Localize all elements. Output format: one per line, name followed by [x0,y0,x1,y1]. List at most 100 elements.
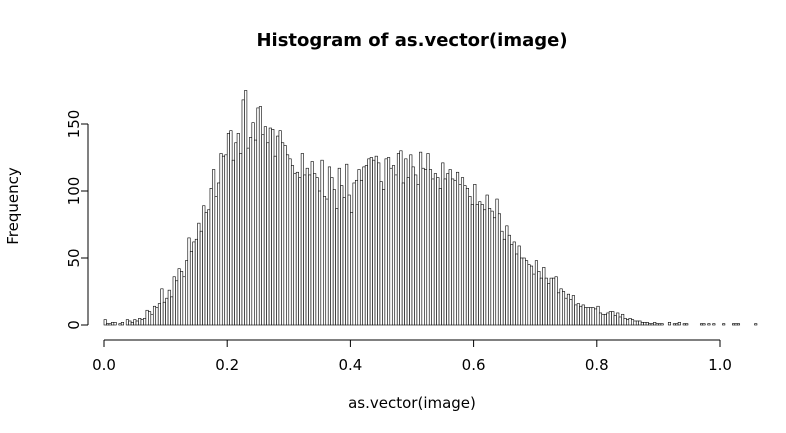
histogram-bar [618,316,622,326]
histogram-bar [209,188,213,326]
histogram-bar [155,307,159,326]
histogram-bar [431,178,435,326]
histogram-bar [152,305,157,326]
histogram-bar [754,323,758,326]
histogram-bar [387,157,391,326]
histogram-bar [219,153,223,326]
histogram-bar [596,305,600,326]
histogram-bar [515,253,519,326]
histogram-bar [495,198,499,326]
histogram-bar [374,155,378,326]
histogram-bar [382,189,386,326]
histogram-bar [446,173,450,326]
histogram-bar [345,163,349,326]
histogram-bar [598,312,603,326]
histogram-bar [377,162,381,326]
histogram-bar [586,307,590,326]
histogram-bar [130,322,134,326]
bars-group [103,90,758,326]
histogram-bar [677,322,681,326]
histogram-bar [574,304,578,326]
histogram-bar [584,307,588,326]
histogram-bar [364,165,368,326]
histogram-bar [189,251,194,326]
histogram-bar [488,208,492,326]
histogram-bar [527,264,531,326]
x-axis: 0.0 0.2 0.4 0.6 0.8 1.0 [92,339,732,374]
histogram-bar [448,169,452,326]
y-axis: 0 50 100 150 [65,110,89,330]
histogram-bar [125,319,129,326]
histogram-bar [165,297,169,326]
histogram-bar [135,320,139,326]
y-tick-label: 100 [65,177,83,206]
histogram-bar [470,204,474,326]
histogram-bar [281,142,285,326]
histogram-bar [108,323,112,326]
histogram-bar [342,197,346,326]
histogram-bar [106,323,110,326]
histogram-bar [229,130,233,326]
histogram-bar [682,323,686,326]
histogram-bar [497,213,501,326]
histogram-bar [539,277,543,326]
histogram-bar [478,201,482,326]
histogram-bar [234,142,238,326]
histogram-bar [552,277,556,326]
histogram-bar [406,177,410,326]
histogram-bar [133,319,137,326]
histogram-bar [214,196,218,326]
histogram-bar [542,267,546,326]
histogram-bar [722,323,726,326]
histogram-bar [157,303,161,326]
histogram-bar [419,151,423,326]
histogram-bar [246,147,250,326]
histogram-bar [707,323,711,326]
histogram-bar [473,184,477,326]
histogram-bar [399,150,403,326]
histogram-bar [520,257,524,326]
histogram-bar [458,184,462,326]
histogram-bar [409,154,413,326]
histogram-bar [167,289,171,326]
histogram-bar [276,135,280,326]
histogram-bar [283,145,287,326]
histogram-bar [655,323,659,326]
x-tick-label: 0.6 [462,356,486,374]
histogram-bar [564,297,568,326]
histogram-bar [182,276,186,326]
histogram-bar [187,237,191,326]
histogram-bar [603,313,607,326]
histogram-bar [712,323,716,326]
histogram-bar [369,157,373,326]
histogram-bar [616,312,620,326]
y-tick-label: 0 [65,320,83,330]
histogram-bar [702,323,706,326]
histogram-bar [266,142,270,326]
histogram-bar [428,169,433,326]
histogram-bar [224,154,228,326]
histogram-bar [340,185,344,326]
histogram-bar [138,317,142,326]
histogram-bar [443,178,447,326]
histogram-bar [236,133,240,326]
histogram-bar [613,315,617,326]
histogram-bar [512,241,516,326]
histogram-bar [653,322,657,326]
histogram-bar [534,260,538,326]
histogram-bar [180,271,184,326]
histogram-bar [414,174,418,326]
histogram-bar [630,319,635,326]
histogram-bar [118,323,122,326]
histogram-bar [145,309,149,326]
histogram-bar [298,177,302,326]
histogram-bar [315,177,319,326]
histogram-bar [362,166,366,326]
histogram-bar [396,153,400,326]
histogram-bar [559,288,563,326]
histogram-bar [453,179,457,326]
histogram-bar [648,323,652,326]
histogram-bar [111,322,115,326]
histogram-bar [734,323,738,326]
histogram-bar [433,173,437,326]
